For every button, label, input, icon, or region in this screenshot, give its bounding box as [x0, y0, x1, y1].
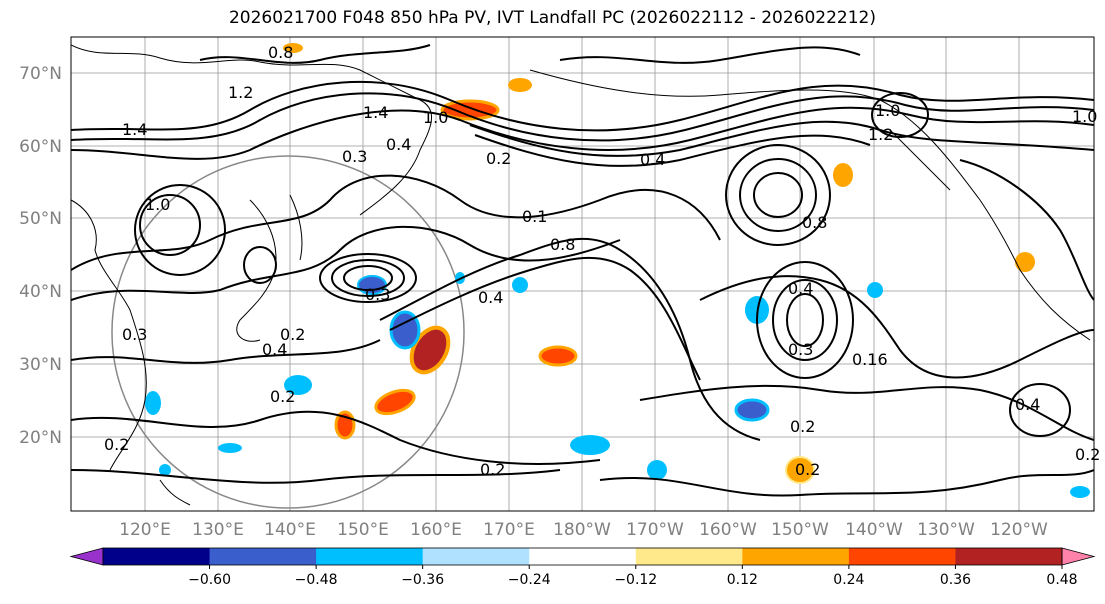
colorbar-segment	[955, 548, 1063, 565]
lat-label: 50°N	[19, 209, 62, 229]
contour-label: 0.2	[480, 460, 505, 479]
contour-label: 1.0	[875, 101, 900, 120]
contour-label: 0.3	[342, 147, 367, 166]
lon-label: 160°E	[410, 520, 462, 540]
contour-label: 0.8	[268, 43, 293, 62]
colorbar-extend-low	[69, 547, 104, 566]
contour-label: 1.4	[122, 120, 147, 139]
colorbar-segment	[209, 548, 317, 565]
contour-label: 0.3	[788, 340, 813, 359]
contour-label: 0.2	[104, 435, 129, 454]
lon-label: 120°E	[119, 520, 171, 540]
contour-label-layer: 0.8 1.2 1.4 1.0 1.4 1.0 0.3 0.4 0.2 0.4 …	[104, 43, 1100, 479]
lon-label: 130°E	[192, 520, 244, 540]
colorbar-tick-label: −0.60	[188, 572, 231, 588]
contour-label: 1.0	[145, 195, 170, 214]
latitude-labels: 70°N 60°N 50°N 40°N 30°N 20°N	[19, 64, 62, 448]
colorbar: −0.60 −0.48 −0.36 −0.24 −0.12 0.12 0.24 0.36 0.4…	[69, 547, 1096, 588]
lon-label: 120°W	[990, 520, 1048, 540]
contour-label: 0.3	[365, 285, 390, 304]
contour-label: 0.16	[852, 350, 888, 369]
contour-label: 0.4	[386, 135, 411, 154]
pv-contours	[71, 44, 1094, 497]
contour-label: 0.3	[122, 325, 147, 344]
colorbar-segment	[848, 548, 956, 565]
ivt-anomaly-fills	[145, 43, 1090, 498]
lon-label: 170°W	[626, 520, 684, 540]
contour-label: 0.2	[270, 387, 295, 406]
contour-label: 1.4	[363, 103, 388, 122]
colorbar-segment	[422, 548, 530, 565]
landfall-radius-circle	[111, 155, 465, 509]
colorbar-extend-high	[1061, 547, 1096, 566]
contour-label: 1.2	[228, 83, 253, 102]
longitude-labels: 120°E 130°E 140°E 150°E 160°E 170°E 180°…	[119, 520, 1048, 540]
lon-label: 160°W	[699, 520, 757, 540]
colorbar-tick-label: 0.24	[833, 572, 864, 588]
contour-label: 0.1	[522, 207, 547, 226]
contour-label: 0.2	[795, 460, 820, 479]
plot-frame	[70, 36, 1095, 512]
contour-label: 1.2	[868, 125, 893, 144]
lon-label: 140°W	[845, 520, 903, 540]
colorbar-border	[102, 547, 1063, 566]
contour-label: 0.4	[1015, 395, 1040, 414]
colorbar-segment	[635, 548, 743, 565]
colorbar-tick-label: −0.36	[401, 572, 444, 588]
lon-label: 170°E	[483, 520, 535, 540]
coastlines	[71, 44, 1091, 506]
colorbar-tick-label: −0.24	[508, 572, 551, 588]
lon-label: 180°W	[553, 520, 611, 540]
colorbar-tick-label: 0.12	[727, 572, 758, 588]
colorbar-tick-label: −0.12	[614, 572, 657, 588]
contour-label: 0.2	[1075, 445, 1100, 464]
colorbar-segment	[742, 548, 850, 565]
lon-label: 140°E	[264, 520, 316, 540]
colorbar-segment	[316, 548, 424, 565]
contour-label: 0.2	[280, 325, 305, 344]
plot-area	[71, 37, 1094, 511]
contour-label: 0.2	[790, 417, 815, 436]
contour-label: 1.0	[423, 108, 448, 127]
colorbar-segment	[529, 548, 637, 565]
lat-label: 30°N	[19, 355, 62, 375]
contour-label: 0.8	[802, 213, 827, 232]
colorbar-segment	[103, 548, 211, 565]
contour-label: 0.4	[788, 279, 813, 298]
colorbar-tick-label: 0.36	[940, 572, 971, 588]
colorbar-tick-label: −0.48	[295, 572, 338, 588]
contour-label: 0.4	[262, 340, 287, 359]
lat-label: 20°N	[19, 428, 62, 448]
lon-label: 150°E	[337, 520, 389, 540]
map-title: 2026021700 F048 850 hPa PV, IVT Landfall…	[228, 8, 876, 28]
contour-label: 0.8	[550, 235, 575, 254]
lat-label: 40°N	[19, 282, 62, 302]
contour-label: 1.0	[1072, 107, 1097, 126]
lon-label: 130°W	[917, 520, 975, 540]
lat-label: 70°N	[19, 64, 62, 84]
contour-label: 0.4	[640, 150, 665, 169]
colorbar-tick-label: 0.48	[1046, 572, 1077, 588]
lon-label: 150°W	[771, 520, 829, 540]
contour-label: 0.2	[486, 149, 511, 168]
lat-label: 60°N	[19, 137, 62, 157]
contour-label: 0.4	[478, 288, 503, 307]
